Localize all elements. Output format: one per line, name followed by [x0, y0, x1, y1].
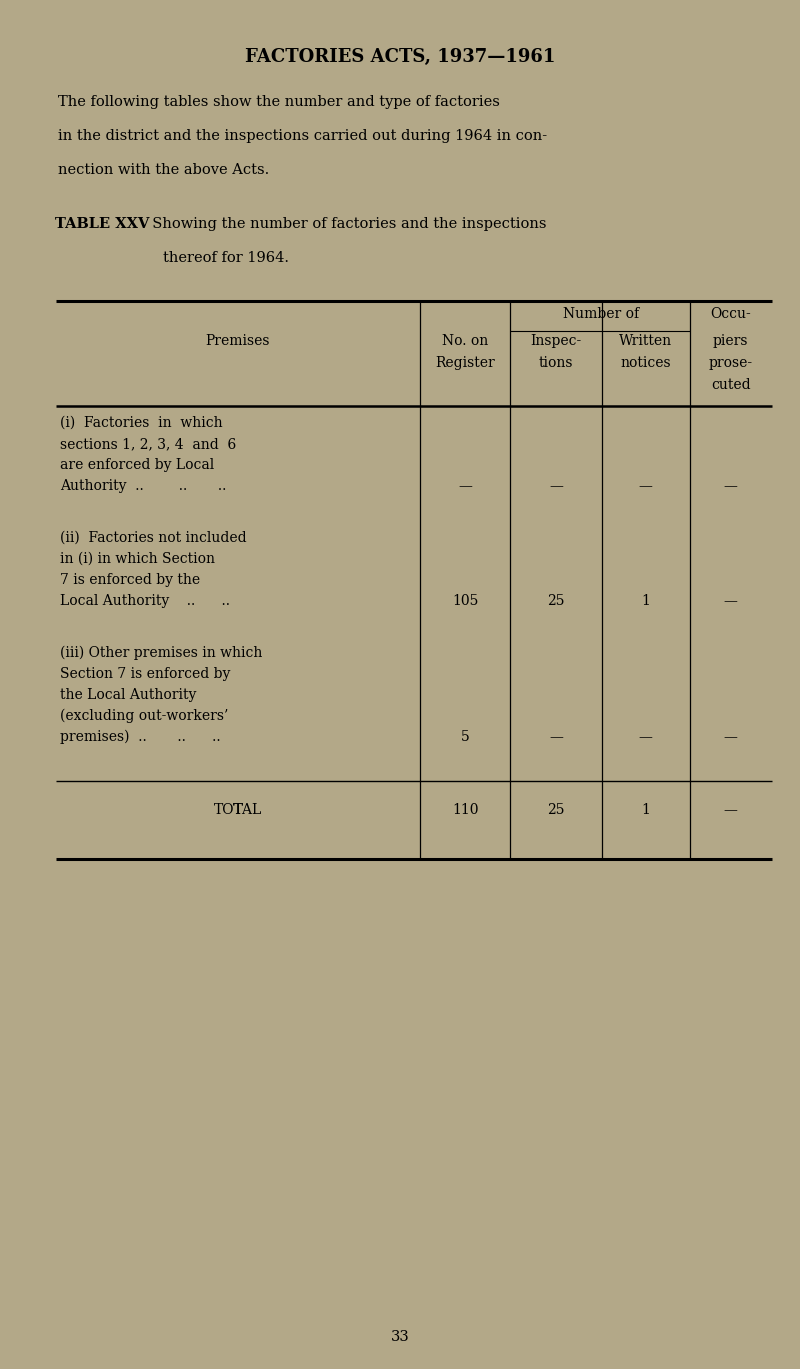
- Text: notices: notices: [620, 356, 671, 370]
- Text: —: —: [549, 730, 563, 743]
- Text: 105: 105: [452, 594, 478, 608]
- Text: Occu-: Occu-: [710, 307, 751, 320]
- Text: —: —: [724, 730, 738, 743]
- Text: Authority  ..        ..       ..: Authority .. .. ..: [60, 479, 226, 493]
- Text: —: —: [458, 479, 472, 493]
- Text: Number of: Number of: [562, 307, 639, 320]
- Text: 110: 110: [452, 804, 478, 817]
- Text: in (i) in which Section: in (i) in which Section: [60, 552, 215, 565]
- Text: Premises: Premises: [206, 334, 270, 348]
- Text: in the district and the inspections carried out during 1964 in con-: in the district and the inspections carr…: [58, 129, 547, 142]
- Text: 25: 25: [547, 804, 565, 817]
- Text: The following tables show the number and type of factories: The following tables show the number and…: [58, 94, 500, 110]
- Text: 1: 1: [641, 594, 650, 608]
- Text: —: —: [549, 479, 563, 493]
- Text: 1: 1: [641, 804, 650, 817]
- Text: premises)  ..       ..      ..: premises) .. .. ..: [60, 730, 221, 745]
- Text: —: —: [724, 804, 738, 817]
- Text: Showing the number of factories and the inspections: Showing the number of factories and the …: [143, 218, 546, 231]
- Text: Written: Written: [619, 334, 672, 348]
- Text: Inspec-: Inspec-: [530, 334, 582, 348]
- Text: the Local Authority: the Local Authority: [60, 689, 196, 702]
- Text: TOTAL: TOTAL: [214, 804, 262, 817]
- Text: TABLE XXV: TABLE XXV: [55, 218, 150, 231]
- Text: 5: 5: [461, 730, 470, 743]
- Text: —: —: [638, 479, 653, 493]
- Text: sections 1, 2, 3, 4  and  6: sections 1, 2, 3, 4 and 6: [60, 437, 236, 450]
- Text: T: T: [233, 804, 243, 817]
- Text: nection with the above Acts.: nection with the above Acts.: [58, 163, 270, 177]
- Text: are enforced by Local: are enforced by Local: [60, 459, 214, 472]
- Text: FACTORIES ACTS, 1937—1961: FACTORIES ACTS, 1937—1961: [245, 48, 555, 66]
- Text: —: —: [724, 479, 738, 493]
- Text: Local Authority    ..      ..: Local Authority .. ..: [60, 594, 230, 608]
- Text: 25: 25: [547, 594, 565, 608]
- Text: No. on: No. on: [442, 334, 488, 348]
- Text: Register: Register: [435, 356, 495, 370]
- Text: thereof for 1964.: thereof for 1964.: [163, 251, 289, 266]
- Text: (excluding out-workers’: (excluding out-workers’: [60, 709, 228, 723]
- Text: tions: tions: [538, 356, 574, 370]
- Text: —: —: [638, 730, 653, 743]
- Text: prose-: prose-: [709, 356, 753, 370]
- Text: (iii) Other premises in which: (iii) Other premises in which: [60, 646, 262, 660]
- Text: —: —: [724, 594, 738, 608]
- Text: Section 7 is enforced by: Section 7 is enforced by: [60, 667, 230, 680]
- Text: 7 is enforced by the: 7 is enforced by the: [60, 574, 200, 587]
- Text: piers: piers: [713, 334, 749, 348]
- Text: cuted: cuted: [711, 378, 750, 392]
- Text: 33: 33: [390, 1331, 410, 1344]
- Text: (ii)  Factories not included: (ii) Factories not included: [60, 531, 246, 545]
- Text: (i)  Factories  in  which: (i) Factories in which: [60, 416, 222, 430]
